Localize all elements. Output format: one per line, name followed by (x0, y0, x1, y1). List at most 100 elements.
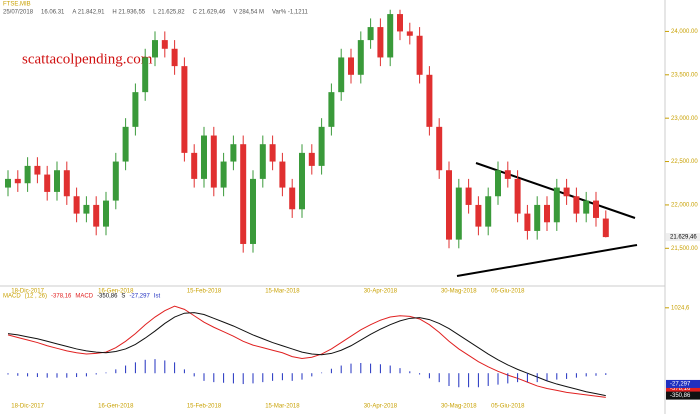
candle-body (5, 178, 11, 188)
candle-body (485, 196, 492, 227)
candle-body (416, 35, 423, 75)
candle-body (269, 144, 276, 162)
candle-body (583, 200, 590, 214)
macd-line (7, 305, 606, 398)
header-item: 16.06.31 (41, 10, 65, 16)
candle-body (446, 170, 452, 240)
candle-body (367, 27, 374, 41)
value-box-label: -27,297 (670, 382, 691, 388)
trendline (456, 244, 638, 277)
candle-body (34, 165, 41, 175)
x-tick-label: 18-Dic-2017 (11, 289, 44, 295)
header-item: 25/07/2018 (3, 10, 34, 16)
candle-body (279, 161, 286, 188)
candle-body (593, 200, 599, 218)
x-tick-label: 05-Giu-2018 (491, 404, 525, 410)
candle-body (387, 14, 394, 58)
value-box (666, 379, 700, 388)
y-tick-label: 23,000.00 (671, 116, 698, 122)
macd-legend: S (121, 294, 125, 300)
candle-body (161, 40, 168, 49)
candle-body (14, 178, 21, 184)
value-box-label: -350,86 (670, 393, 691, 399)
x-tick-label: 16-Gen-2018 (98, 404, 134, 410)
candle-body (563, 187, 570, 197)
candle-body (357, 40, 364, 75)
candle-body (318, 126, 325, 166)
value-box (666, 384, 700, 393)
candle-body (103, 200, 109, 227)
candle-body (54, 170, 60, 192)
candle-body (73, 196, 80, 214)
candle-body (544, 204, 550, 223)
candle-body (475, 204, 482, 227)
header-item: H 21.936,55 (112, 10, 145, 16)
candle-body (308, 152, 315, 166)
header-item: Var% -1,1211 (272, 10, 308, 16)
y-tick-label: 24,000.00 (671, 29, 698, 35)
candle-body (514, 178, 521, 214)
symbol: FTSE.MIB (3, 2, 31, 8)
candle-body (553, 187, 560, 223)
candle-body (230, 144, 237, 162)
candle-body (259, 144, 266, 179)
x-tick-label: 16-Gen-2018 (98, 289, 134, 295)
candle-body (220, 161, 227, 188)
candle-body (122, 126, 129, 162)
candle-body (524, 213, 531, 231)
y-tick-label: 22,000.00 (671, 203, 698, 209)
value-box-label: -378,16 (670, 386, 691, 392)
candle-body (504, 170, 511, 179)
header-item: C 21.629,46 (193, 10, 226, 16)
x-tick-label: 05-Giu-2018 (491, 289, 525, 295)
x-tick-label: 30-Apr-2018 (364, 289, 398, 295)
candle-body (191, 152, 198, 179)
watermark: scattacolpending.com (22, 51, 153, 67)
candle-body (250, 178, 256, 244)
candle-body (602, 218, 609, 238)
candle-body (426, 74, 433, 127)
candle-body (436, 126, 443, 171)
x-tick-label: 30-Apr-2018 (364, 404, 398, 410)
candle-body (338, 57, 345, 93)
candle-body (240, 144, 247, 244)
candle-body (210, 135, 217, 188)
x-tick-label: 15-Mar-2018 (265, 404, 300, 410)
y-tick-label: 22,500.00 (671, 159, 698, 165)
y-tick-label: 1024,6 (671, 305, 690, 311)
candle-body (132, 92, 139, 127)
x-tick-label: 30-Mag-2018 (441, 289, 477, 295)
candle-body (181, 66, 188, 153)
candle-body (348, 57, 354, 75)
macd-legend: -350,86 (97, 294, 118, 300)
candle-body (406, 31, 413, 36)
value-box (666, 391, 700, 400)
x-tick-label: 15-Mar-2018 (265, 289, 300, 295)
x-tick-label: 15-Feb-2018 (187, 289, 222, 295)
last-price-box (666, 233, 700, 242)
candle-body (201, 135, 207, 179)
macd-legend: -27,297 (129, 294, 150, 300)
candle-body (63, 170, 70, 197)
header-item: A 21.842,91 (72, 10, 105, 16)
candle-body (152, 40, 158, 58)
candle-body (289, 187, 296, 210)
macd-legend: MACD (3, 294, 21, 300)
candle-body (83, 204, 90, 214)
candle-body (142, 57, 149, 93)
candle-body (465, 187, 472, 205)
candle-body (112, 161, 119, 201)
macd-legend: -378,16 (51, 294, 72, 300)
macd-legend: (12 , 26) (25, 294, 47, 300)
header-item: V 284,54 M (233, 10, 264, 16)
candle-body (534, 204, 541, 231)
last-price-label: 21.629,46 (670, 235, 697, 241)
candle-body (455, 187, 462, 240)
candle-body (171, 48, 178, 67)
macd-legend: Ist (154, 294, 161, 300)
candle-body (328, 92, 335, 127)
y-tick-label: 23,500.00 (671, 72, 698, 78)
candle-body (93, 204, 100, 227)
candle-body (377, 27, 384, 58)
